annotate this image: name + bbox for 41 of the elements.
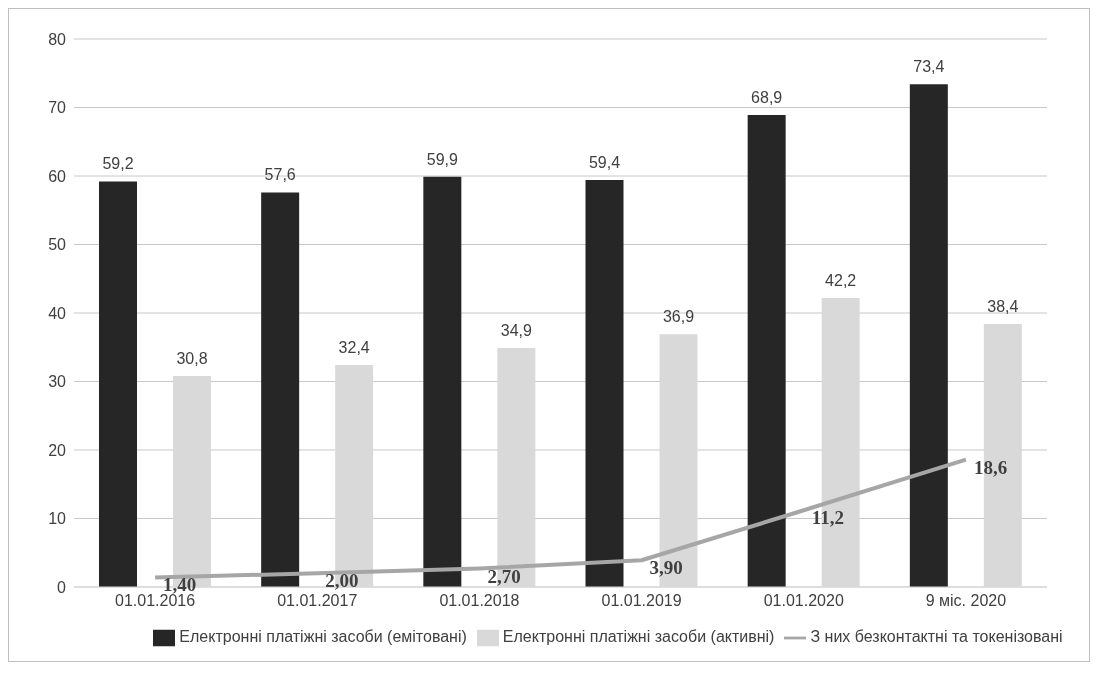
x-tick-label: 01.01.2017	[277, 592, 358, 610]
x-tick-label: 01.01.2018	[439, 592, 520, 610]
bar	[585, 180, 624, 587]
y-tick-label: 30	[48, 373, 67, 391]
y-tick-label: 50	[48, 236, 67, 254]
data-label: 2,70	[487, 565, 521, 587]
data-label: 30,8	[176, 350, 208, 368]
y-tick-label: 40	[48, 304, 67, 322]
x-tick-label: 01.01.2019	[601, 592, 682, 610]
legend-label: З них безконтактні та токенізовані	[810, 628, 1063, 646]
x-tick-label: 01.01.2020	[763, 592, 844, 610]
data-label: 3,90	[649, 557, 683, 579]
bar	[261, 192, 300, 587]
data-label: 18,6	[973, 456, 1008, 478]
x-tick-label: 9 міс. 2020	[925, 592, 1007, 610]
y-tick-label: 70	[48, 99, 67, 117]
data-label: 59,4	[588, 154, 621, 172]
y-tick-label: 10	[48, 510, 67, 528]
data-label: 68,9	[751, 89, 783, 107]
data-label: 36,9	[662, 308, 695, 326]
legend-label: Електронні платіжні засоби (активні)	[502, 628, 775, 646]
bar	[99, 181, 137, 587]
bar	[423, 176, 462, 587]
bar	[747, 115, 786, 587]
data-label: 42,2	[825, 271, 857, 289]
data-label: 73,4	[913, 58, 945, 76]
y-tick-label: 60	[48, 167, 67, 185]
y-tick-label: 0	[57, 578, 67, 596]
data-label: 34,9	[500, 321, 533, 339]
legend-label: Електронні платіжні засоби (емітовані)	[179, 628, 467, 646]
bar	[909, 84, 948, 587]
y-tick-label: 80	[48, 30, 67, 48]
data-label: 32,4	[338, 339, 370, 357]
data-label: 38,4	[987, 297, 1019, 315]
y-tick-label: 20	[48, 441, 67, 459]
data-label: 59,9	[426, 150, 459, 168]
data-label: 59,2	[102, 155, 134, 173]
data-label: 2,00	[325, 570, 359, 592]
data-label: 1,40	[163, 574, 197, 596]
data-label: 57,6	[264, 166, 296, 184]
data-label: 11,2	[811, 507, 844, 529]
